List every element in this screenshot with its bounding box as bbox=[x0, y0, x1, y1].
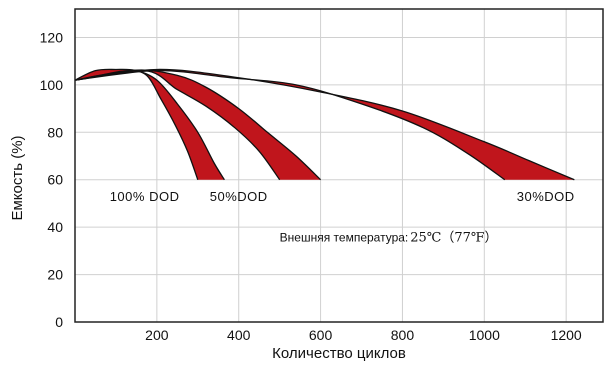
label-layer: 100% DOD 50%DOD 30%DOD Внешняя температура:… bbox=[110, 189, 575, 245]
temperature-annotation-label: Внешняя температура: bbox=[280, 230, 409, 244]
y-tick-label: 20 bbox=[47, 267, 63, 283]
x-axis-title: Количество циклов bbox=[272, 345, 406, 362]
x-tick-label: 400 bbox=[227, 327, 251, 343]
y-tick-label: 100 bbox=[40, 77, 64, 93]
dod-label-3: 30%DOD bbox=[517, 189, 575, 204]
x-tick-label: 1200 bbox=[551, 327, 582, 343]
y-tick-label: 0 bbox=[55, 314, 63, 330]
y-tick-label: 40 bbox=[47, 219, 63, 235]
temperature-annotation-value: 25℃（77℉） bbox=[410, 230, 497, 245]
y-tick-label: 60 bbox=[47, 172, 63, 188]
capacity-band-3 bbox=[75, 69, 574, 179]
y-axis-title: Емкость (%) bbox=[9, 135, 26, 220]
temperature-annotation: Внешняя температура: 25℃（77℉） bbox=[280, 230, 498, 245]
y-tick-label: 80 bbox=[47, 124, 63, 140]
x-tick-label: 800 bbox=[391, 327, 415, 343]
y-tick-label: 120 bbox=[40, 29, 64, 45]
x-tick-label: 600 bbox=[309, 327, 333, 343]
dod-label-2: 50%DOD bbox=[210, 189, 268, 204]
dod-label-1: 100% DOD bbox=[110, 189, 180, 204]
area-layer bbox=[75, 69, 574, 179]
x-tick-label: 1000 bbox=[469, 327, 500, 343]
x-tick-label: 200 bbox=[145, 327, 169, 343]
